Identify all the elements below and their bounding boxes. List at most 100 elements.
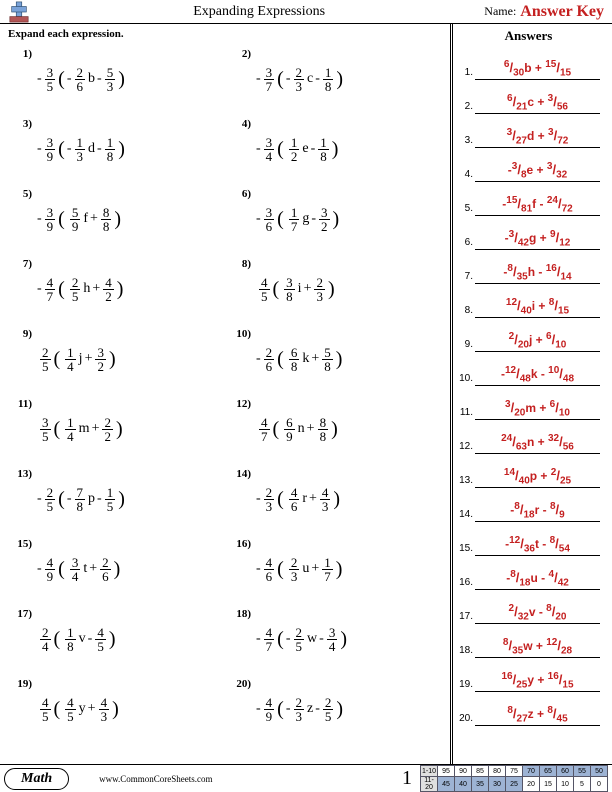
problem-expression: -39(59f+88): [36, 188, 122, 250]
answer-value: 3/20m + 6/10: [475, 400, 600, 420]
problem-expression: 47(69n+88): [255, 398, 339, 460]
header: Expanding Expressions Name: Answer Key: [0, 0, 612, 24]
answer-row: 8.12/40i + 8/15: [457, 284, 600, 318]
problem-number: 14): [227, 468, 255, 530]
answer-number: 16.: [457, 577, 475, 590]
problem: 1)-35(-26b-53): [8, 40, 227, 110]
problem-number: 10): [227, 328, 255, 390]
answer-number: 17.: [457, 611, 475, 624]
problem-number: 18): [227, 608, 255, 670]
problem: 12)47(69n+88): [227, 390, 446, 460]
problem-number: 8): [227, 258, 255, 320]
page-number: 1: [402, 767, 420, 790]
answer-value: 12/40i + 8/15: [475, 298, 600, 318]
problem-expression: -23(46r+43): [255, 468, 341, 530]
answer-value: -15/81f - 24/72: [475, 196, 600, 216]
problem-number: 4): [227, 118, 255, 180]
answer-row: 15.-12/36t - 8/54: [457, 522, 600, 556]
answer-row: 20.8/27z + 8/45: [457, 692, 600, 726]
problem-number: 20): [227, 678, 255, 740]
answer-value: -12/48k - 10/48: [475, 366, 600, 386]
answer-value: 2/20j + 6/10: [475, 332, 600, 352]
problem-expression: -49(-23z-25): [255, 678, 344, 740]
problem-number: 2): [227, 48, 255, 110]
problem-expression: -47(-25w-34): [255, 608, 348, 670]
problem-number: 15): [8, 538, 36, 600]
answer-number: 11.: [457, 407, 475, 420]
worksheet-title: Expanding Expressions: [34, 4, 484, 20]
problem-number: 16): [227, 538, 255, 600]
answer-row: 2.6/21c + 3/56: [457, 80, 600, 114]
answer-value: -3/8e + 3/32: [475, 162, 600, 182]
answer-number: 12.: [457, 441, 475, 454]
answer-row: 14.-8/18r - 8/9: [457, 488, 600, 522]
problem-expression: 35(14m+22): [36, 398, 124, 460]
score-table: 1-1095908580757065605550 11-204540353025…: [420, 765, 608, 792]
subject-badge: Math: [4, 768, 69, 790]
answer-number: 2.: [457, 101, 475, 114]
instruction: Expand each expression.: [8, 28, 446, 40]
answer-value: -8/18u - 4/42: [475, 570, 600, 590]
answer-number: 3.: [457, 135, 475, 148]
problem-expression: -37(-23c-18): [255, 48, 344, 110]
answer-number: 7.: [457, 271, 475, 284]
footer: Math www.CommonCoreSheets.com 1 1-109590…: [0, 764, 612, 792]
problem: 9)25(14j+32): [8, 320, 227, 390]
answers-title: Answers: [457, 26, 600, 46]
answer-row: 5.-15/81f - 24/72: [457, 182, 600, 216]
answer-row: 18.8/35w + 12/28: [457, 624, 600, 658]
problem: 15)-49(34t+26): [8, 530, 227, 600]
content: Expand each expression. 1)-35(-26b-53)2)…: [0, 24, 612, 764]
problem: 5)-39(59f+88): [8, 180, 227, 250]
problem: 19)45(45y+43): [8, 670, 227, 740]
answer-row: 19.16/25y + 16/15: [457, 658, 600, 692]
answer-row: 6.-3/42g + 9/12: [457, 216, 600, 250]
answer-number: 8.: [457, 305, 475, 318]
answer-value: 6/30b + 15/15: [475, 60, 600, 80]
answer-key-label: Answer Key: [520, 3, 604, 21]
problem-expression: 24(18v-45): [36, 608, 117, 670]
problem: 2)-37(-23c-18): [227, 40, 446, 110]
answer-value: 8/35w + 12/28: [475, 638, 600, 658]
answer-number: 18.: [457, 645, 475, 658]
answer-value: 8/27z + 8/45: [475, 706, 600, 726]
problem-expression: -25(-78p-15): [36, 468, 126, 530]
problem-expression: -49(34t+26): [36, 538, 121, 600]
answer-value: 3/27d + 3/72: [475, 128, 600, 148]
answer-number: 10.: [457, 373, 475, 386]
page: Expanding Expressions Name: Answer Key E…: [0, 0, 612, 792]
problem: 3)-39(-13d-18): [8, 110, 227, 180]
answer-row: 16.-8/18u - 4/42: [457, 556, 600, 590]
answer-number: 4.: [457, 169, 475, 182]
problem-number: 7): [8, 258, 36, 320]
answer-value: -12/36t - 8/54: [475, 536, 600, 556]
url: www.CommonCoreSheets.com: [69, 774, 402, 784]
answer-value: 16/25y + 16/15: [475, 672, 600, 692]
answer-row: 9.2/20j + 6/10: [457, 318, 600, 352]
problem-number: 11): [8, 398, 36, 460]
answer-value: -3/42g + 9/12: [475, 230, 600, 250]
answer-number: 5.: [457, 203, 475, 216]
problem: 8)45(38i+23): [227, 250, 446, 320]
problem: 13)-25(-78p-15): [8, 460, 227, 530]
answer-row: 17.2/32v - 8/20: [457, 590, 600, 624]
answer-number: 13.: [457, 475, 475, 488]
problem-expression: -26(68k+58): [255, 328, 343, 390]
problem-expression: -46(23u+17): [255, 538, 343, 600]
problem: 4)-34(12e-18): [227, 110, 446, 180]
answer-row: 4.-3/8e + 3/32: [457, 148, 600, 182]
problem: 18)-47(-25w-34): [227, 600, 446, 670]
problem-number: 12): [227, 398, 255, 460]
problems-area: Expand each expression. 1)-35(-26b-53)2)…: [0, 24, 450, 764]
answer-row: 3.3/27d + 3/72: [457, 114, 600, 148]
problem-expression: -36(17g-32): [255, 188, 340, 250]
problem-expression: -47(25h+42): [36, 258, 124, 320]
problem: 7)-47(25h+42): [8, 250, 227, 320]
problem-expression: 25(14j+32): [36, 328, 117, 390]
answer-number: 19.: [457, 679, 475, 692]
problem: 10)-26(68k+58): [227, 320, 446, 390]
answer-number: 1.: [457, 67, 475, 80]
problem-number: 9): [8, 328, 36, 390]
answer-value: -8/18r - 8/9: [475, 502, 600, 522]
problem-expression: -35(-26b-53): [36, 48, 126, 110]
